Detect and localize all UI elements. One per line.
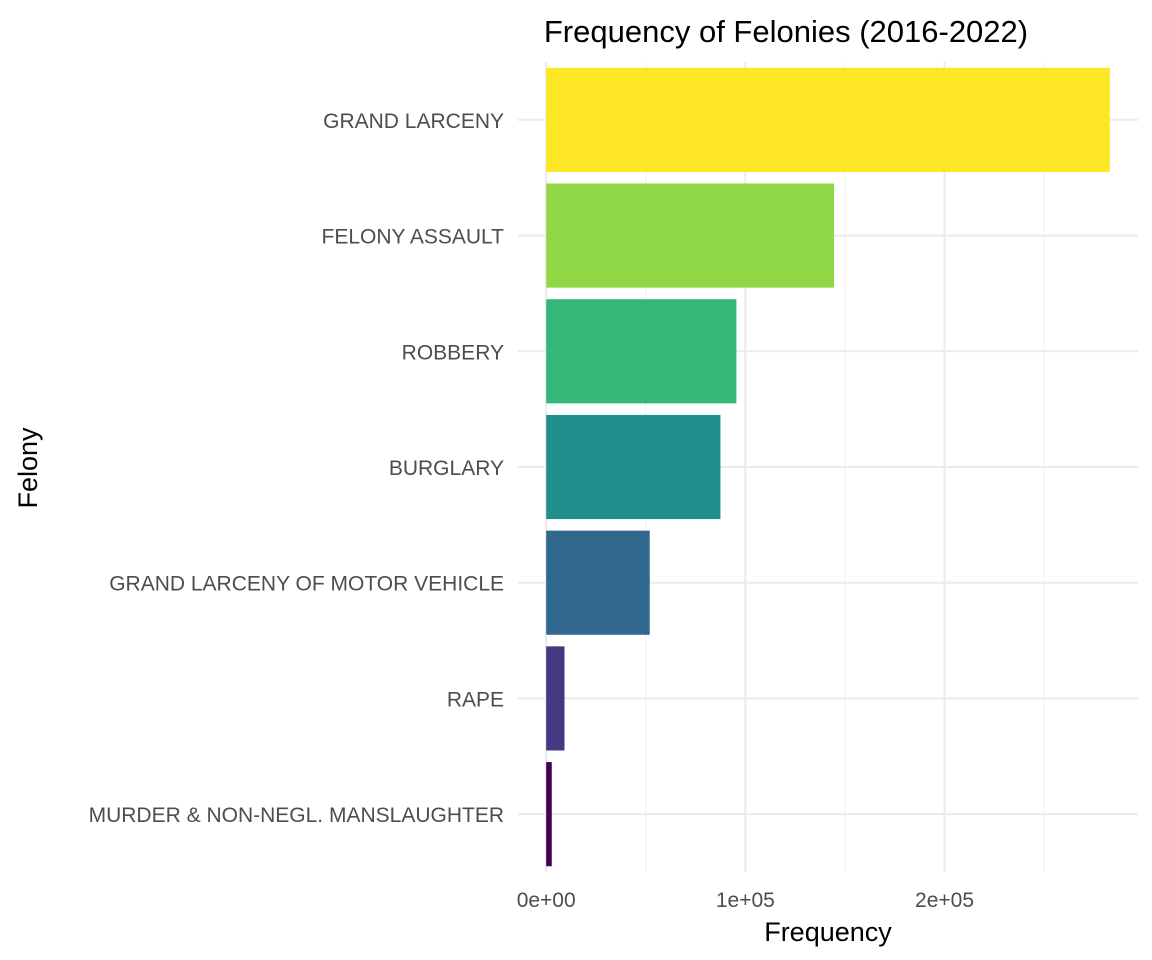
bars	[546, 67, 1110, 867]
bar-burglary	[546, 414, 721, 520]
y-tick-label: GRAND LARCENY OF MOTOR VEHICLE	[109, 573, 504, 596]
y-tick-label: GRAND LARCENY	[323, 110, 504, 133]
chart-title: Frequency of Felonies (2016-2022)	[544, 14, 1028, 49]
y-axis-tick-labels: GRAND LARCENY FELONY ASSAULT ROBBERY BURGLA…	[89, 110, 505, 827]
x-tick-label: 1e+05	[716, 889, 775, 912]
x-tick-label: 0e+00	[517, 889, 576, 912]
bar-felony-assault	[546, 183, 834, 288]
y-tick-label: RAPE	[447, 688, 504, 711]
x-axis-title: Frequency	[764, 917, 892, 947]
y-axis-title: Felony	[13, 427, 43, 509]
bar-grand-larceny-of-motor-vehicle	[546, 530, 650, 635]
x-axis-tick-labels: 0e+00 1e+05 2e+05	[517, 889, 974, 912]
y-tick-label: FELONY ASSAULT	[322, 226, 505, 249]
bar-rape	[546, 646, 565, 751]
x-tick-label: 2e+05	[915, 889, 974, 912]
y-tick-label: MURDER & NON-NEGL. MANSLAUGHTER	[89, 804, 504, 827]
bar-robbery	[546, 299, 737, 404]
y-tick-label: ROBBERY	[402, 341, 504, 364]
bar-grand-larceny	[546, 67, 1110, 172]
y-tick-label: BURGLARY	[389, 457, 504, 480]
bar-murder-non-negl-manslaughter	[546, 762, 552, 867]
